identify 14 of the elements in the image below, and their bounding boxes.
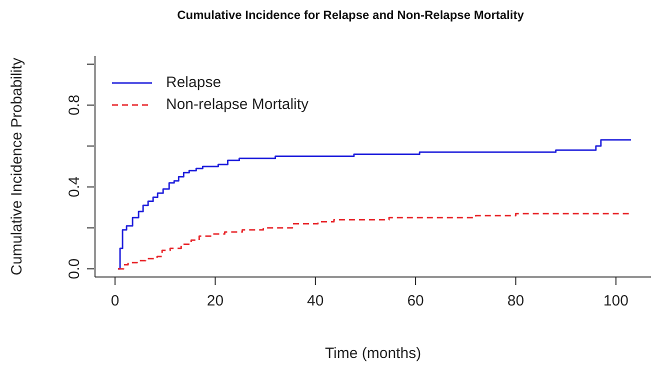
y-tick-label: 0.8 (66, 94, 83, 116)
y-tick-label: 0.0 (66, 258, 83, 280)
x-tick-label: 20 (206, 292, 224, 310)
chart-title: Cumulative Incidence for Relapse and Non-Relapse Mortality (176, 8, 525, 22)
legend-label: Relapse (166, 73, 222, 93)
x-tick-label: 100 (603, 292, 628, 310)
x-tick-label: 60 (407, 292, 424, 310)
x-axis-title: Time (months) (324, 345, 422, 362)
x-tick-label: 0 (110, 292, 120, 310)
legend-label: Non-relapse Mortality (166, 95, 309, 115)
x-tick-label: 40 (307, 292, 324, 310)
x-tick-label: 80 (507, 292, 524, 310)
y-axis-title: Cumulative Incidence Probability (8, 57, 26, 276)
y-tick-label: 0.4 (66, 176, 83, 198)
